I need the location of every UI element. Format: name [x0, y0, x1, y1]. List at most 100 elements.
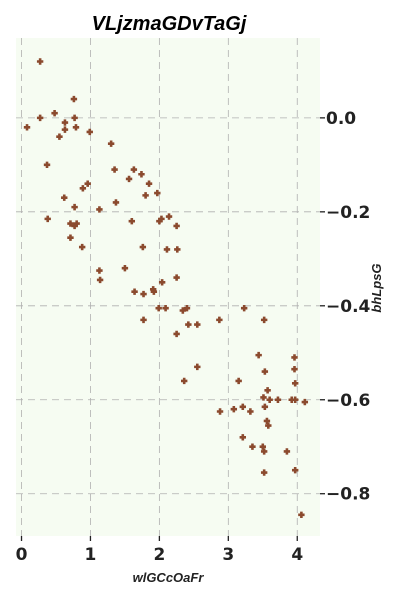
data-point	[263, 417, 271, 425]
data-point	[112, 199, 120, 206]
data-point	[173, 222, 180, 230]
data-point	[84, 180, 91, 187]
data-point	[194, 363, 201, 371]
y-tick-labels: 0.0 −0.2 −0.4 −0.6 −0.8	[326, 109, 371, 505]
data-point	[121, 265, 129, 272]
data-point	[78, 243, 86, 251]
data-point	[36, 114, 44, 122]
data-point	[239, 434, 246, 441]
data-point	[266, 396, 273, 403]
data-point	[291, 380, 299, 387]
data-point	[239, 403, 246, 411]
data-point	[51, 109, 58, 117]
data-point	[61, 194, 68, 201]
data-point	[142, 192, 149, 199]
data-point	[71, 114, 78, 122]
data-point	[156, 218, 163, 225]
data-point	[235, 377, 242, 385]
data-point	[131, 288, 138, 295]
data-point	[165, 213, 173, 220]
data-point	[185, 321, 192, 328]
data-point	[111, 166, 118, 173]
data-point	[61, 119, 69, 126]
data-point	[301, 398, 309, 406]
axis-ticks	[20, 117, 325, 541]
x-tick-label: 0	[16, 545, 28, 565]
data-point	[255, 351, 262, 359]
data-point	[183, 304, 191, 312]
data-point	[274, 396, 282, 403]
data-point	[67, 220, 74, 227]
data-point	[174, 246, 181, 253]
data-point	[264, 387, 271, 394]
data-point	[291, 467, 299, 474]
data-point	[265, 422, 272, 429]
data-point	[70, 95, 78, 103]
data-point	[179, 307, 187, 314]
data-point	[261, 368, 269, 375]
data-point	[67, 234, 74, 241]
x-tick-label: 2	[153, 545, 165, 565]
data-point	[96, 276, 104, 284]
data-point	[230, 405, 238, 413]
data-point	[163, 246, 171, 253]
y-tick-label: −0.6	[326, 391, 370, 411]
plot-area	[16, 38, 320, 536]
data-point	[71, 203, 78, 211]
data-point	[71, 222, 78, 230]
y-tick-label: −0.2	[326, 203, 370, 223]
x-tick-labels: 0 1 2 3 4	[16, 545, 304, 565]
x-tick-label: 1	[85, 545, 97, 565]
data-point	[291, 366, 298, 373]
data-point	[173, 274, 180, 281]
data-point	[145, 180, 153, 187]
data-point	[36, 58, 44, 65]
data-point	[23, 124, 31, 131]
x-tick-label: 3	[222, 545, 234, 565]
data-point	[138, 171, 145, 178]
data-point	[158, 215, 165, 223]
data-point	[288, 396, 295, 403]
data-point	[283, 448, 291, 455]
data-point	[216, 408, 224, 415]
data-point	[260, 316, 268, 324]
data-point	[261, 403, 269, 411]
data-point	[56, 133, 63, 140]
data-point	[291, 396, 299, 403]
data-point	[158, 279, 166, 286]
data-point	[128, 218, 136, 225]
data-point	[140, 316, 147, 324]
data-point	[216, 316, 223, 324]
y-axis-label: bhLpsG	[369, 263, 384, 312]
data-point	[140, 290, 147, 298]
data-point	[180, 377, 188, 385]
data-point	[107, 140, 115, 147]
data-point	[260, 469, 268, 476]
data-point	[86, 128, 93, 136]
data-point	[240, 304, 248, 312]
data-point	[125, 175, 133, 183]
data-point	[79, 185, 87, 192]
y-tick-label: −0.8	[326, 485, 370, 505]
data-point	[72, 124, 80, 131]
data-point	[150, 288, 158, 295]
data-point	[43, 161, 51, 169]
chart-title: VLjzmaGDvTaGj	[92, 13, 247, 35]
data-point	[96, 267, 103, 274]
data-point	[291, 354, 298, 361]
data-points	[23, 58, 309, 519]
data-point	[96, 206, 103, 213]
data-point	[162, 304, 169, 312]
data-point	[247, 408, 254, 415]
data-point	[155, 304, 162, 312]
data-point	[130, 166, 138, 173]
data-point	[260, 394, 267, 401]
data-point	[259, 443, 266, 450]
data-point	[194, 321, 201, 328]
data-point	[298, 511, 305, 519]
data-point	[249, 443, 256, 450]
data-point	[61, 126, 69, 133]
y-tick-label: −0.4	[326, 297, 371, 317]
x-tick-label: 4	[291, 545, 303, 565]
